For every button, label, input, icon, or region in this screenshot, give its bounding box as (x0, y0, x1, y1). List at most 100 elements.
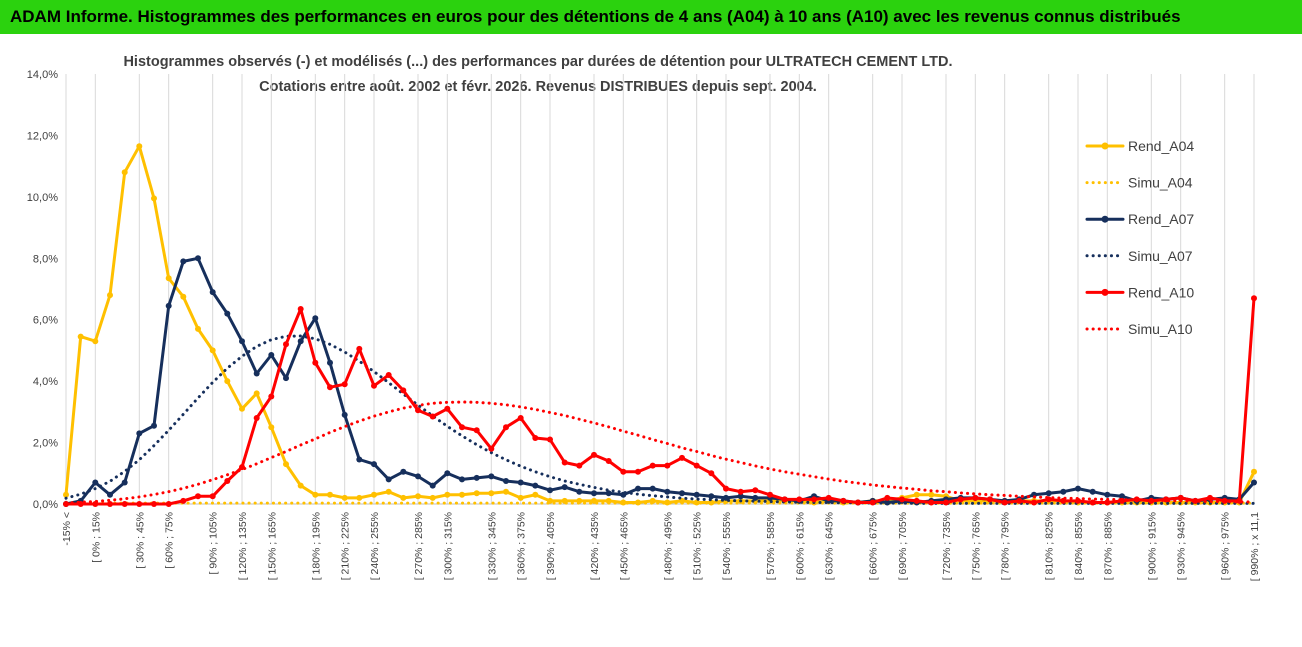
x-axis-ticks: -15% < [ 0% ; 15% [ 30% ; 45% [ 60% ; 75% [ … (61, 512, 1261, 581)
data-point (957, 496, 964, 503)
data-point (400, 494, 407, 501)
data-point (429, 482, 436, 489)
data-point (356, 494, 363, 501)
data-point (459, 491, 465, 498)
x-tick-label: [ 390% ; 405% (545, 512, 557, 580)
data-point (1045, 490, 1052, 497)
data-point (1119, 493, 1125, 500)
data-point (884, 494, 891, 501)
x-tick-label: [ 150% ; 165% (266, 512, 278, 580)
data-point (987, 496, 993, 503)
y-tick-label: 8,0% (33, 253, 58, 265)
data-point (165, 501, 172, 507)
data-point (165, 275, 172, 282)
data-point (576, 488, 583, 495)
x-tick-label: [ 960% ; 975% (1220, 512, 1232, 580)
data-point (283, 375, 289, 382)
data-point (693, 491, 700, 498)
x-tick-label: [ 690% ; 705% (897, 512, 909, 580)
data-point (327, 384, 333, 391)
data-point (1016, 497, 1023, 504)
data-point (239, 338, 245, 345)
x-tick-label: [ 600% ; 615% (794, 512, 806, 580)
data-point (268, 352, 275, 358)
data-point (444, 491, 451, 498)
series-group (63, 143, 1257, 507)
data-point (561, 484, 568, 491)
data-point (195, 493, 201, 500)
data-point (605, 458, 612, 464)
data-point (385, 372, 392, 378)
data-point (591, 490, 597, 497)
data-point (635, 468, 641, 475)
x-tick-label: [ 420% ; 435% (589, 512, 601, 580)
x-tick-label: -15% < (61, 512, 73, 546)
data-point (415, 493, 421, 500)
data-point (209, 347, 216, 354)
data-point (1251, 479, 1257, 486)
legend-label: Simu_A10 (1128, 321, 1193, 337)
data-point (180, 293, 187, 300)
data-point (473, 427, 480, 434)
data-point (429, 494, 436, 501)
data-point (121, 169, 128, 176)
chart-title-line-1: Histogrammes observés (-) et modélisés (… (123, 54, 952, 70)
x-tick-label: [ 270% ; 285% (413, 512, 425, 580)
x-tick-label: [ 210% ; 225% (340, 512, 352, 580)
y-tick-label: 2,0% (33, 438, 58, 450)
data-point (151, 422, 157, 429)
x-tick-label: [ 60% ; 75% (164, 512, 176, 569)
data-point (488, 473, 495, 480)
legend-marker (1101, 288, 1109, 296)
x-tick-label: [ 30% ; 45% (134, 512, 146, 569)
data-point (371, 382, 377, 389)
data-point (723, 485, 729, 492)
data-point (209, 493, 216, 500)
data-point (77, 333, 84, 340)
x-tick-label: [ 900% ; 915% (1146, 512, 1158, 580)
y-tick-label: 0,0% (33, 499, 58, 511)
data-point (517, 415, 524, 421)
data-point (767, 491, 773, 498)
x-tick-label: [ 330% ; 345% (486, 512, 498, 580)
legend-marker (1101, 142, 1109, 150)
y-tick-label: 10,0% (27, 192, 58, 204)
data-point (180, 258, 187, 265)
x-tick-label: [ 570% ; 585% (765, 512, 777, 580)
data-point (444, 470, 451, 477)
data-point (840, 497, 847, 504)
x-tick-label: [ 750% ; 765% (970, 512, 982, 580)
data-point (1089, 499, 1096, 506)
data-point (327, 359, 333, 366)
data-point (371, 491, 377, 498)
data-point (415, 407, 421, 414)
x-tick-label: [ 120% ; 135% (237, 512, 249, 580)
data-point (1177, 494, 1184, 501)
data-point (253, 415, 260, 421)
x-tick-label: [ 180% ; 195% (310, 512, 322, 580)
data-point (635, 485, 641, 492)
data-point (1031, 499, 1037, 506)
data-point (1089, 488, 1096, 495)
data-point (796, 496, 803, 503)
series-line (65, 256, 1256, 506)
x-tick-label: [ 360% ; 375% (516, 512, 528, 580)
x-tick-label: [ 300% ; 315% (442, 512, 454, 580)
data-point (327, 491, 333, 498)
report-banner-title: ADAM Informe. Histogrammes des performan… (0, 0, 1302, 34)
data-point (473, 490, 480, 497)
data-point (1207, 494, 1213, 501)
data-point (312, 491, 319, 498)
data-point (341, 411, 348, 418)
data-point (312, 315, 319, 322)
series-line (64, 334, 1256, 505)
y-tick-label: 14,0% (27, 69, 58, 81)
series-line (64, 144, 1256, 504)
data-point (752, 494, 759, 501)
x-tick-label: [ 450% ; 465% (618, 512, 630, 580)
data-point (532, 435, 539, 441)
x-tick-label: [ 510% ; 525% (692, 512, 704, 580)
legend-label: Rend_A10 (1128, 284, 1194, 300)
data-point (268, 424, 275, 431)
legend-marker (1101, 215, 1109, 223)
